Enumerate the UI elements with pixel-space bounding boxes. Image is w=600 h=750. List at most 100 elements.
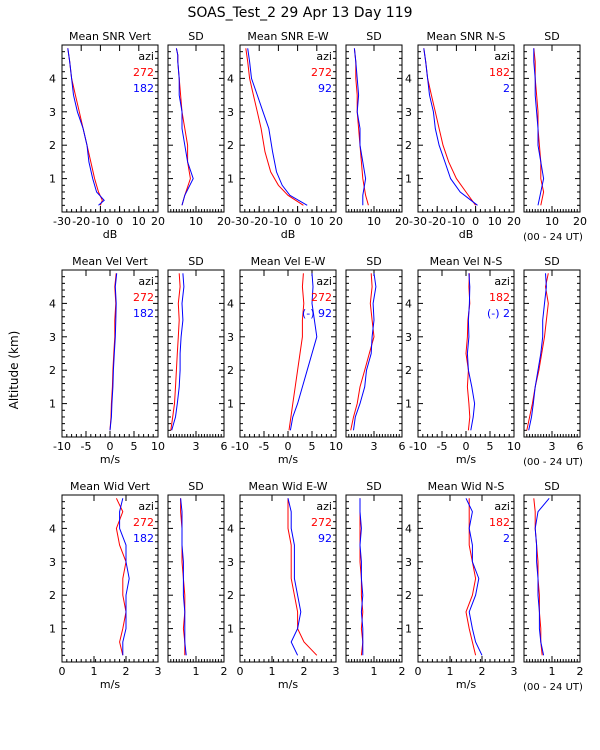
panel-grid: Mean SNR Vert-30 -20 -10 0 10 201234dBazi2721… [49,30,587,693]
y-tick-label: 3 [227,331,234,344]
panel-1-2: Mean Vel E-W -10 -5 0 5 10 1 2 3 4 m/s azi 272 (-) 92 [227,255,343,466]
panel-0-0: Mean SNR Vert -30 -20 -10 0 10 20 1 2 3 4 dB azi 272 1… [49,30,165,241]
x-tick-label: -10 [231,440,249,453]
panel-2-2: Mean Wid E-W 0 1 2 3 1 2 3 4 m/s azi 272 92 [227,480,340,691]
x-tick-label: 1 [371,665,378,678]
legend-entry: 182 [489,516,510,529]
panel-title: Mean SNR E-W [247,30,328,43]
y-tick-label: 1 [49,398,56,411]
x-tick-label: 0 [294,215,301,228]
x-tick-label: -10 [91,215,109,228]
series-line-blue [247,48,308,206]
y-tick-label: 2 [405,364,412,377]
x-tick-label: 5 [131,440,138,453]
series-line-red [465,498,477,656]
time-range-note: (00 - 24 UT) [523,682,583,693]
panel-1-1: SD 3 6 [167,255,228,453]
x-tick-label: 1 [447,665,454,678]
series-line-red [170,273,181,431]
x-tick-label: -10 [269,215,287,228]
x-tick-label: -20 [428,215,446,228]
legend-entry: 182 [133,82,154,95]
panel-1-5: SD 3 6 [523,255,584,453]
x-tick-label: -20 [250,215,268,228]
x-tick-label: 20 [151,215,165,228]
x-axis-label: m/s [100,678,120,691]
legend-entry: 2 [503,532,510,545]
legend-entry: 92 [318,82,332,95]
panel-frame [345,494,403,663]
altitude-axis-label: Altitude (km) [7,331,21,410]
series-line-red [180,498,186,656]
panel-2-0: Mean Wid Vert 0 1 2 3 1 2 3 4 m/s azi 272 182 [49,480,162,691]
legend-entry: 272 [133,291,154,304]
time-range-note: (00 - 24 UT) [523,232,583,243]
x-tick-label: 0 [285,440,292,453]
x-tick-label: 10 [488,215,502,228]
series-line-red [533,48,545,206]
panel-1-0: Mean Vel Vert -10 -5 0 5 10 1 2 3 4 m/s azi 272 182 [49,255,165,466]
panel-1-4: Mean Vel N-S -10 -5 0 5 10 1 2 3 4 m/s azi 182 (-) 2 [405,255,521,466]
x-tick-label: 10 [132,215,146,228]
y-tick-label: 2 [227,589,234,602]
panel-0-1: SD 10 20 [167,30,231,228]
series-line-blue [353,273,377,431]
legend-entry: 272 [133,66,154,79]
x-tick-label: -10 [409,440,427,453]
y-tick-label: 1 [227,173,234,186]
legend-entry: azi [316,50,332,63]
y-tick-label: 1 [227,623,234,636]
x-tick-label: 2 [301,665,308,678]
x-tick-label: 10 [189,215,203,228]
series-line-blue [289,273,318,431]
x-tick-label: 3 [193,440,200,453]
figure-title: SOAS_Test_2 29 Apr 13 Day 119 [187,5,412,21]
x-tick-label: 6 [399,440,406,453]
y-tick-label: 2 [227,364,234,377]
panel-frame [523,44,581,213]
panel-2-4: Mean Wid N-S 0 1 2 3 1 2 3 4 m/s azi 182 2 [405,480,518,691]
legend-entry: 272 [311,516,332,529]
y-tick-label: 2 [405,139,412,152]
x-tick-label: -10 [447,215,465,228]
panel-title: SD [188,30,203,43]
series-line-blue [109,273,118,431]
legend-entry: 182 [133,532,154,545]
x-tick-label: 0 [107,440,114,453]
series-line-blue [359,498,364,656]
time-range-note: (00 - 24 UT) [523,457,583,468]
legend-entry: 182 [133,307,154,320]
x-axis-label: m/s [456,453,476,466]
panel-title: Mean SNR Vert [69,30,152,43]
x-tick-label: 20 [507,215,521,228]
panel-frame [167,44,225,213]
x-tick-label: 3 [371,440,378,453]
x-tick-label: 20 [573,215,587,228]
y-tick-label: 2 [405,589,412,602]
series-line-red [288,273,305,431]
panel-title: Mean Vel Vert [72,255,148,268]
panel-frame [523,494,581,663]
series-line-blue [119,498,130,656]
x-axis-label: dB [459,228,474,241]
y-tick-label: 3 [405,106,412,119]
y-tick-label: 3 [227,106,234,119]
series-line-red [109,273,117,431]
y-tick-label: 3 [227,556,234,569]
y-tick-label: 4 [227,522,234,535]
series-line-blue [533,48,545,206]
x-tick-label: 10 [367,215,381,228]
legend-entry: azi [316,500,332,513]
x-tick-label: 5 [487,440,494,453]
x-tick-label: 10 [310,215,324,228]
y-tick-label: 1 [49,173,56,186]
x-tick-label: 3 [549,440,556,453]
series-line-red [526,273,549,431]
legend-entry: 92 [318,532,332,545]
x-tick-label: -30 [231,215,249,228]
y-tick-label: 3 [49,106,56,119]
y-tick-label: 2 [49,139,56,152]
x-tick-label: 5 [309,440,316,453]
y-tick-label: 4 [227,72,234,85]
